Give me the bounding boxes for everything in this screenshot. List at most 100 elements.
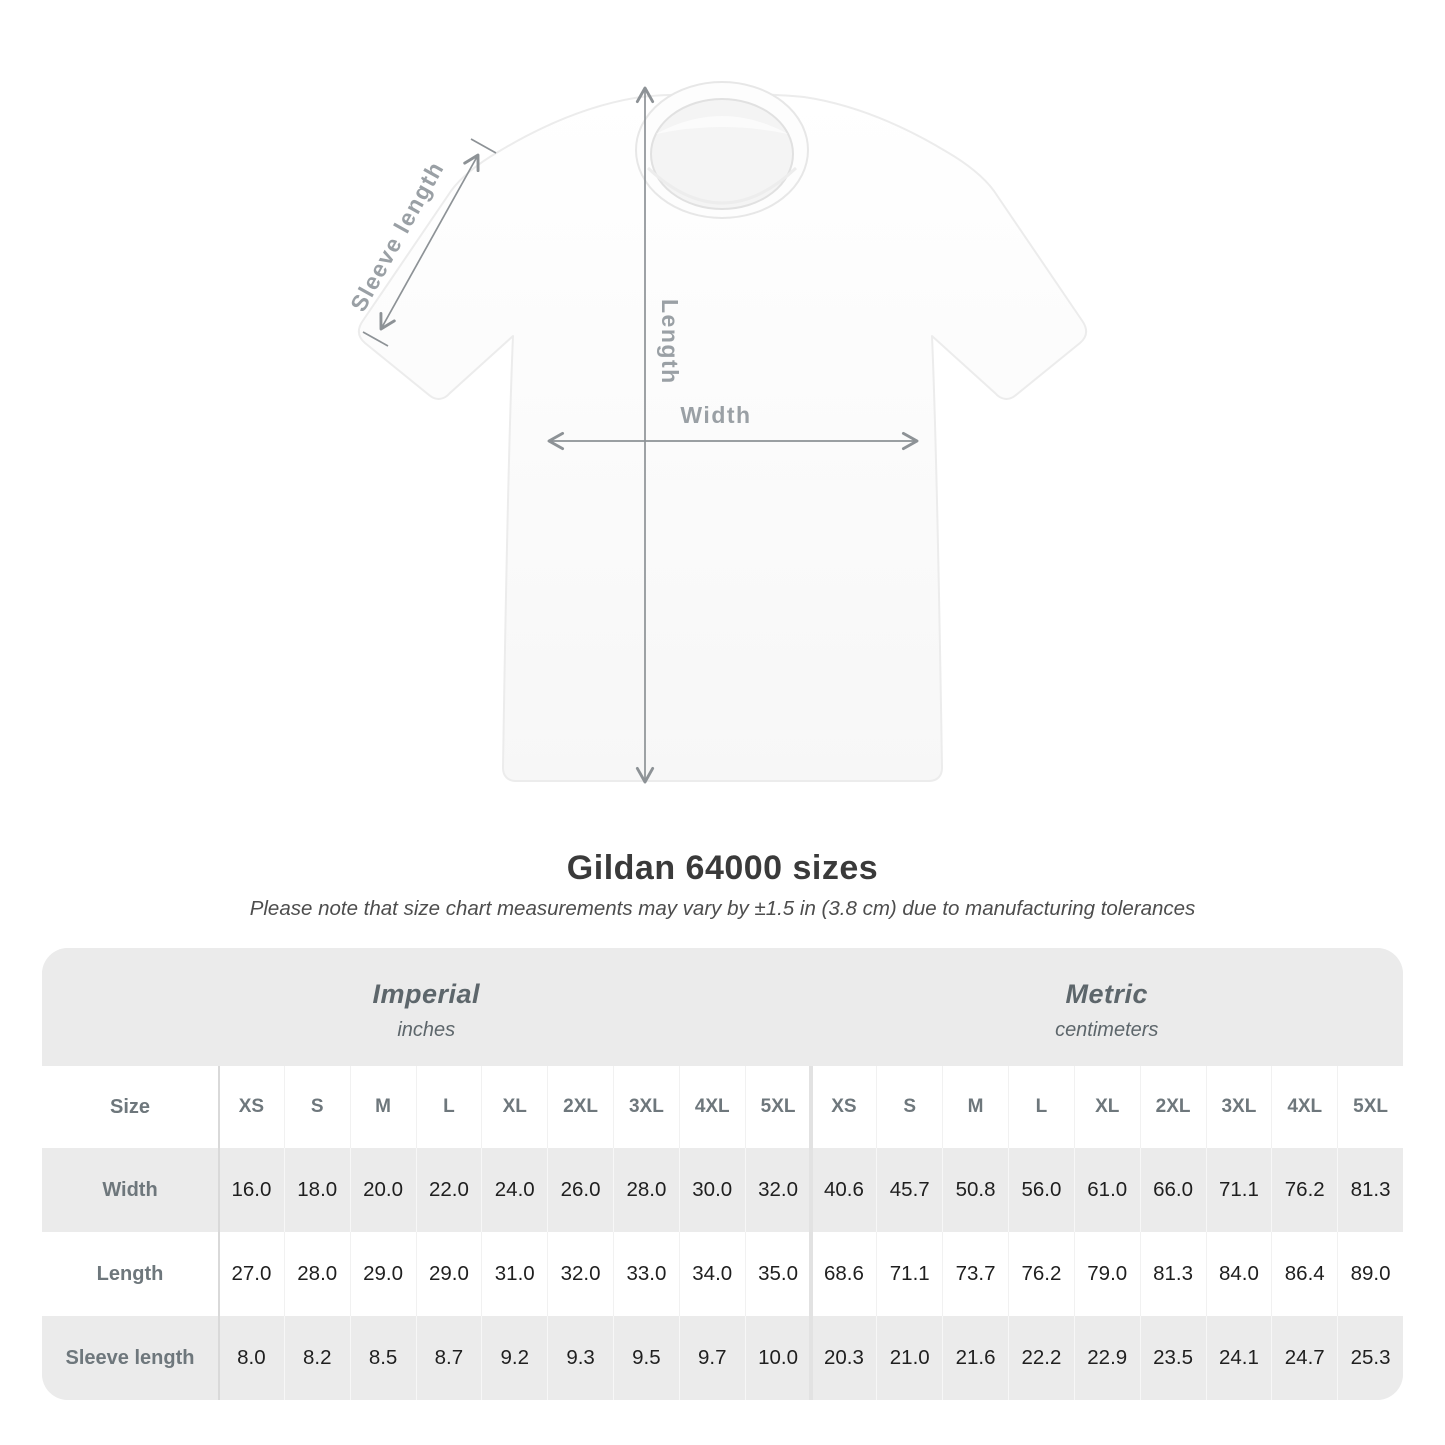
table-cell: 10.0 [744,1316,811,1400]
table-cell: 3XL [613,1066,679,1148]
table-cell: 34.0 [678,1232,745,1316]
table-cell: 24.1 [1205,1316,1272,1400]
table-cell: 76.2 [1008,1232,1074,1316]
width-label: Width [680,402,751,428]
table-cell: 79.0 [1073,1232,1140,1316]
table-cell: S [283,1066,350,1148]
length-row: Length 27.0 28.0 29.0 29.0 31.0 32.0 33.0 34.0 35… [42,1232,1403,1316]
width-row: Width 16.0 18.0 20.0 22.0 24.0 26.0 28.0 30.0 32.… [42,1148,1403,1232]
row-label: Length [96,1262,164,1285]
imperial-label: Imperial [372,978,481,1009]
table-cell: 86.4 [1271,1232,1337,1316]
table-cell: M [942,1066,1008,1148]
size-table: Imperial inches Metric centimeters Size X… [42,948,1403,1400]
label-column-divider [218,1066,220,1400]
table-cell: 30.0 [678,1148,745,1232]
table-cell: 84.0 [1205,1232,1272,1316]
row-label: Width [102,1178,158,1201]
table-cell: 2XL [1139,1066,1206,1148]
page-title: Gildan 64000 sizes [566,849,879,887]
table-cell: 8.7 [415,1316,482,1400]
table-cell: 50.8 [942,1148,1008,1232]
table-cell: 73.7 [942,1232,1008,1316]
table-cell: 29.0 [349,1232,416,1316]
table-cell: 32.0 [744,1148,811,1232]
table-cell: 18.0 [283,1148,350,1232]
table-cell: 21.6 [942,1316,1008,1400]
table-cell: 29.0 [415,1232,482,1316]
row-label: Sleeve length [65,1346,195,1369]
imperial-metric-divider [808,1066,813,1400]
table-cell: 20.0 [349,1148,416,1232]
table-cell: 22.0 [415,1148,482,1232]
metric-label: Metric [1065,978,1149,1009]
tshirt-diagram: Width Length Sleeve length [345,81,1088,784]
table-cell: S [876,1066,942,1148]
table-cell: 28.0 [283,1232,350,1316]
table-cell: 8.5 [349,1316,416,1400]
table-cell: 20.3 [810,1316,877,1400]
table-cell: 71.1 [1205,1148,1272,1232]
tshirt-graphic: Width Length Sleeve length [345,81,1088,784]
table-cell: 9.7 [678,1316,745,1400]
table-cell: 76.2 [1271,1148,1337,1232]
table-cell: 81.3 [1139,1232,1206,1316]
table-cell: 89.0 [1337,1232,1403,1316]
table-cell: 56.0 [1008,1148,1074,1232]
table-cell: 71.1 [876,1232,942,1316]
table-cell: 16.0 [218,1148,284,1232]
table-cell: 8.0 [218,1316,284,1400]
table-cell: 32.0 [547,1232,613,1316]
table-cell: 31.0 [481,1232,547,1316]
sleeve-length-row: Sleeve length 8.0 8.2 8.5 8.7 9.2 9.3 9.5 9.7 10.… [42,1316,1403,1400]
table-cell: 5XL [1337,1066,1403,1148]
size-header-row: Size XS S M L XL 2XL 3XL 4XL 5XL XS S M L XL 2XL 3XL 4XL 5… [42,1066,1403,1148]
table-cell: XL [481,1066,547,1148]
table-cell: 24.0 [481,1148,547,1232]
table-cell: 33.0 [613,1232,679,1316]
table-cell: 5XL [744,1066,811,1148]
table-cell: 4XL [678,1066,745,1148]
table-cell: 28.0 [613,1148,679,1232]
table-cell: 23.5 [1139,1316,1206,1400]
table-cell: 35.0 [744,1232,811,1316]
measurement-arrows [362,86,919,784]
imperial-sublabel: inches [397,1018,456,1041]
table-cell: 61.0 [1073,1148,1140,1232]
collar-opening [650,98,794,210]
table-cell: L [415,1066,482,1148]
sleeve-arrow-tick-top [470,138,497,154]
table-cell: 25.3 [1337,1316,1403,1400]
table-cell: XS [810,1066,877,1148]
table-cell: XS [218,1066,284,1148]
table-cell: XL [1073,1066,1140,1148]
collar-inner-back [656,116,788,134]
unit-group-metric: Metric centimeters [811,948,1404,1066]
table-cell: 68.6 [810,1232,877,1316]
metric-sublabel: centimeters [1055,1018,1159,1041]
length-label: Length [657,299,683,385]
table-cell: 9.2 [481,1316,547,1400]
tshirt-shape [357,81,1088,782]
table-cell: 26.0 [547,1148,613,1232]
table-cell: 8.2 [283,1316,350,1400]
size-table-rows: Size XS S M L XL 2XL 3XL 4XL 5XL XS S M L XL 2XL 3XL 4XL 5… [42,1066,1403,1400]
sleeve-arrow-tick-bottom [362,331,389,347]
table-cell: 45.7 [876,1148,942,1232]
table-cell: 27.0 [218,1232,284,1316]
table-cell: 3XL [1205,1066,1272,1148]
unit-group-imperial: Imperial inches [42,948,811,1066]
collar-shadow [646,166,798,205]
row-label: Size [109,1095,151,1118]
table-cell: 66.0 [1139,1148,1206,1232]
table-cell: 21.0 [876,1316,942,1400]
table-cell: 81.3 [1337,1148,1403,1232]
table-cell: 24.7 [1271,1316,1337,1400]
table-cell: L [1008,1066,1074,1148]
table-cell: 9.5 [613,1316,679,1400]
table-cell: 40.6 [810,1148,877,1232]
table-cell: 4XL [1271,1066,1337,1148]
table-cell: 9.3 [547,1316,613,1400]
tolerance-note: Please note that size chart measurements… [249,897,1196,920]
unit-band: Imperial inches Metric centimeters [42,948,1403,1066]
